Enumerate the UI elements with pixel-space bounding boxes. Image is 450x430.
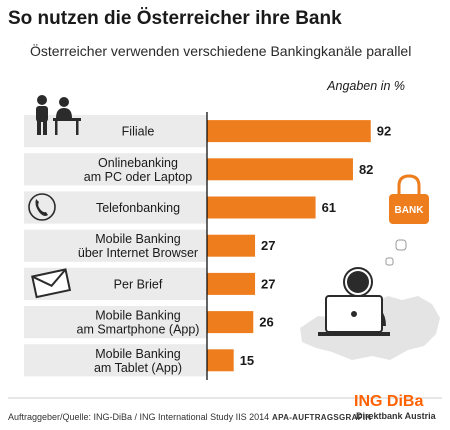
source-note: Auftraggeber/Quelle: ING-DiBa / ING Inte… [8, 412, 269, 422]
unit-label: Angaben in % [326, 79, 405, 93]
bank-lock-icon: BANK [389, 174, 429, 224]
value-label: 27 [261, 238, 275, 253]
category-label: Telefonbanking [96, 201, 180, 215]
value-label: 61 [322, 200, 336, 215]
category-band [24, 115, 207, 148]
brand-name: ING DiBa [354, 393, 423, 410]
category-label: Mobile Banking über Internet Browser [78, 232, 198, 260]
value-label: 82 [359, 162, 373, 177]
bank-badge-text: BANK [395, 205, 425, 216]
bar [207, 349, 234, 372]
people-icon [36, 95, 81, 135]
category-label: Per Brief [114, 277, 163, 291]
chart-title: So nutzen die Österreicher ihre Bank [8, 8, 342, 29]
credit-label: APA-AUFTRAGSGRAFIK [272, 413, 371, 422]
chart-subtitle: Österreicher verwenden verschiedene Bank… [30, 42, 411, 59]
bar [207, 234, 256, 257]
value-label: 26 [259, 315, 273, 330]
category-band [24, 229, 207, 262]
value-label: 27 [261, 276, 275, 291]
value-label: 92 [377, 124, 391, 139]
brand-logo: ING DiBa Direktbank Austria [354, 393, 437, 421]
value-label: 15 [240, 353, 254, 368]
bar-series [207, 120, 371, 372]
category-label: Mobile Banking am Smartphone (App) [77, 309, 200, 337]
category-band [24, 153, 207, 186]
bar [207, 272, 256, 295]
category-label: Onlinebanking am PC oder Laptop [84, 156, 192, 184]
phone-icon [28, 193, 56, 221]
bar [207, 120, 371, 143]
bar [207, 311, 254, 334]
bar [207, 196, 316, 219]
category-labels: Filiale Onlinebanking am PC oder Laptop Tel… [77, 125, 200, 375]
thought-bubbles [385, 239, 407, 266]
category-label: Filiale [122, 125, 155, 139]
category-band [24, 306, 207, 339]
value-labels: 92 82 61 27 27 26 15 [240, 124, 392, 368]
brand-tagline: Direktbank Austria [356, 411, 437, 421]
person-laptop-icon [318, 267, 390, 336]
category-band [24, 344, 207, 377]
bar [207, 158, 353, 181]
envelope-icon [31, 268, 72, 299]
category-label: Mobile Banking am Tablet (App) [94, 347, 182, 375]
